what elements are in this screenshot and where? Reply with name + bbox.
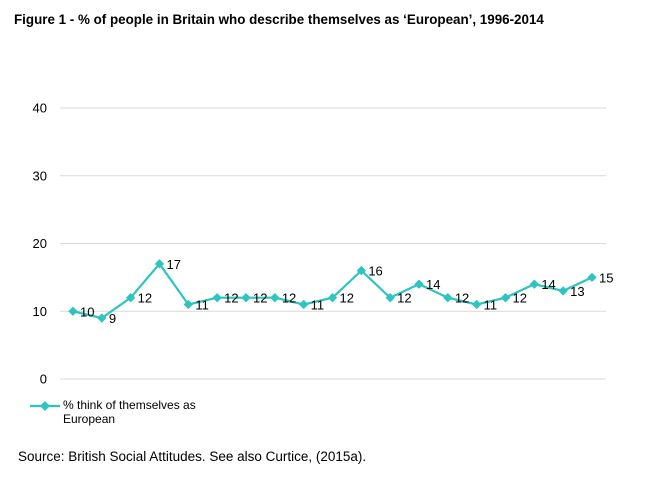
data-label: 13 bbox=[570, 284, 584, 299]
data-label: 11 bbox=[311, 297, 325, 312]
data-label: 17 bbox=[167, 257, 181, 272]
data-marker bbox=[327, 293, 338, 303]
data-marker bbox=[154, 259, 165, 269]
source-note: Source: British Social Attitudes. See al… bbox=[18, 449, 367, 464]
data-label: 11 bbox=[484, 297, 498, 312]
legend-swatch bbox=[30, 401, 60, 411]
data-label: 10 bbox=[80, 304, 94, 319]
legend-label: % think of themselves as European bbox=[63, 398, 196, 426]
data-marker bbox=[270, 293, 280, 303]
data-label: 12 bbox=[224, 291, 238, 306]
data-labels: 10 9 12 17 11 12 12 12 11 12 16 12 14 12 11 12 14 13 15 bbox=[80, 257, 613, 326]
data-marker bbox=[241, 293, 251, 303]
data-label: 14 bbox=[426, 277, 440, 292]
data-marker bbox=[414, 279, 424, 289]
figure-title: Figure 1 - % of people in Britain who de… bbox=[14, 12, 544, 27]
data-marker bbox=[125, 293, 136, 303]
data-marker bbox=[68, 306, 78, 316]
data-label: 12 bbox=[282, 291, 296, 306]
data-marker bbox=[529, 279, 540, 289]
data-label: 16 bbox=[368, 264, 382, 279]
data-marker bbox=[212, 293, 222, 303]
y-axis-tick-labels: 0 10 20 30 40 bbox=[33, 101, 47, 387]
data-label: 14 bbox=[541, 277, 555, 292]
data-marker bbox=[587, 272, 597, 283]
gridlines bbox=[60, 107, 606, 380]
data-label: 12 bbox=[397, 291, 411, 306]
data-marker bbox=[385, 293, 395, 303]
data-label: 12 bbox=[253, 291, 267, 306]
y-tick-label: 20 bbox=[33, 236, 47, 251]
data-label: 12 bbox=[455, 291, 469, 306]
y-tick-label: 40 bbox=[33, 101, 47, 116]
y-tick-label: 10 bbox=[33, 304, 47, 319]
data-label: 11 bbox=[195, 297, 209, 312]
data-label: 12 bbox=[138, 291, 152, 306]
data-label: 12 bbox=[340, 291, 354, 306]
data-marker bbox=[471, 299, 482, 310]
y-tick-label: 30 bbox=[33, 168, 47, 183]
data-marker bbox=[558, 286, 568, 296]
data-label: 15 bbox=[599, 270, 613, 285]
data-marker bbox=[443, 293, 453, 303]
data-markers bbox=[68, 259, 597, 323]
data-marker bbox=[500, 293, 511, 303]
data-marker bbox=[356, 265, 367, 276]
data-label: 9 bbox=[109, 311, 116, 326]
data-label: 12 bbox=[513, 291, 527, 306]
data-marker bbox=[298, 299, 309, 310]
y-tick-label: 0 bbox=[40, 372, 47, 387]
